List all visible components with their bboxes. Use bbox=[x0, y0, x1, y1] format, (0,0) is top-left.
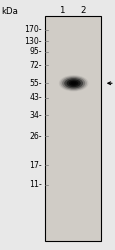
Ellipse shape bbox=[58, 75, 88, 91]
Text: 130-: 130- bbox=[24, 37, 41, 46]
Ellipse shape bbox=[70, 82, 76, 85]
Ellipse shape bbox=[64, 78, 82, 88]
Text: kDa: kDa bbox=[1, 8, 18, 16]
Text: 34-: 34- bbox=[29, 110, 41, 120]
Text: 17-: 17- bbox=[29, 160, 41, 170]
Ellipse shape bbox=[66, 79, 80, 87]
Ellipse shape bbox=[60, 76, 86, 90]
Text: 11-: 11- bbox=[29, 180, 41, 189]
Text: 55-: 55- bbox=[29, 78, 41, 88]
Text: 26-: 26- bbox=[29, 132, 41, 141]
Text: 1: 1 bbox=[59, 6, 64, 15]
Bar bbox=[44, 16, 101, 240]
Text: 95-: 95- bbox=[29, 47, 41, 56]
Text: 170-: 170- bbox=[24, 26, 41, 35]
Text: 72-: 72- bbox=[29, 60, 41, 70]
Ellipse shape bbox=[62, 77, 84, 90]
Text: 2: 2 bbox=[80, 6, 86, 15]
Text: 43-: 43- bbox=[29, 93, 41, 102]
Ellipse shape bbox=[68, 81, 78, 86]
